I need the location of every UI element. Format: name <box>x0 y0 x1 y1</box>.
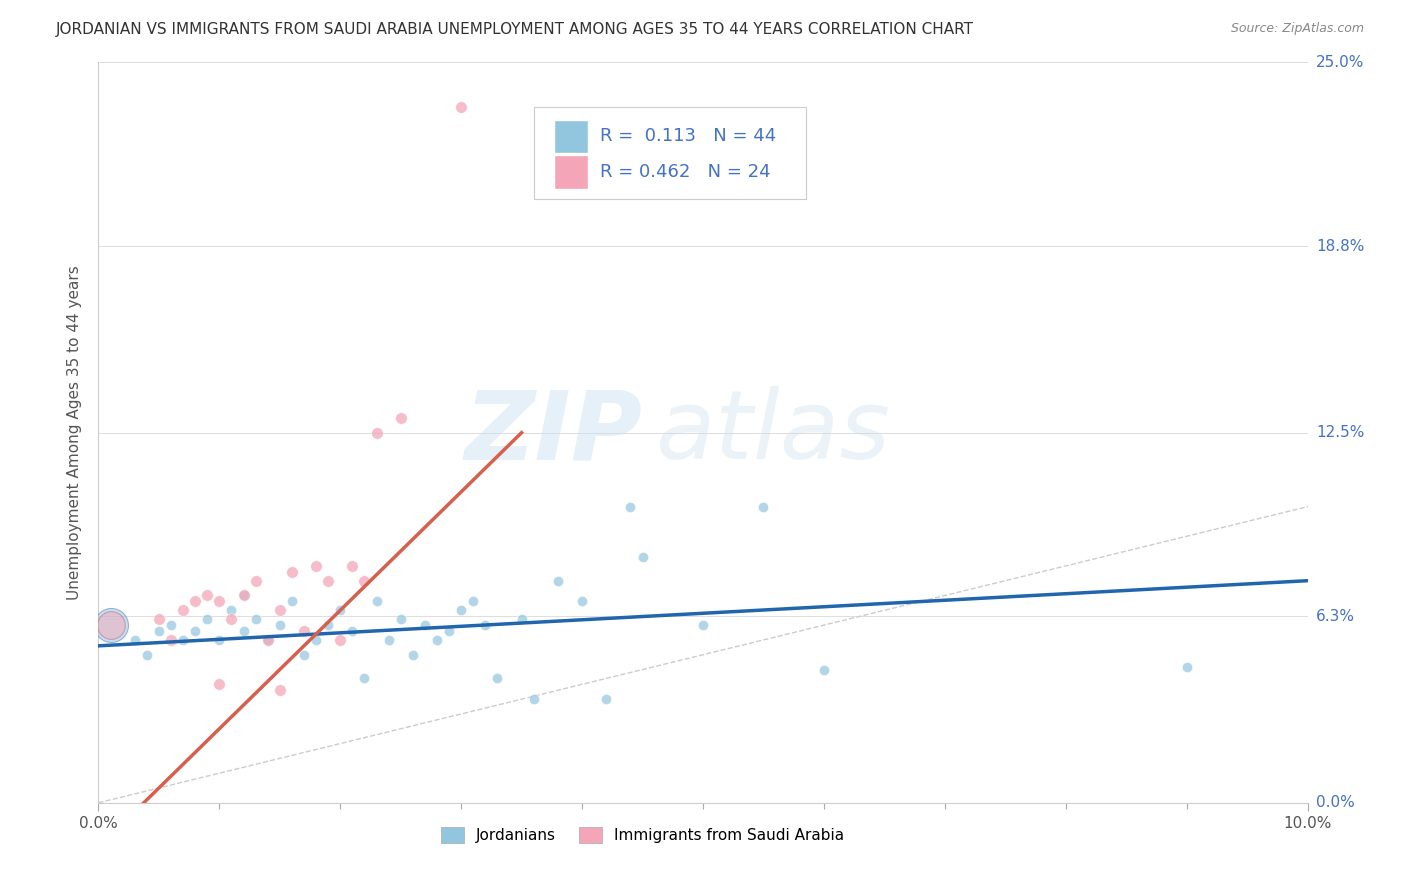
Point <box>221 603 243 617</box>
Point <box>402 648 425 662</box>
Point <box>135 648 157 662</box>
Legend: Jordanians, Immigrants from Saudi Arabia: Jordanians, Immigrants from Saudi Arabia <box>433 820 852 851</box>
Point <box>305 632 328 647</box>
Point <box>208 677 231 691</box>
Point <box>195 612 218 626</box>
Point <box>366 425 388 440</box>
Text: 0.0%: 0.0% <box>1316 796 1354 810</box>
Point <box>148 612 170 626</box>
Text: Source: ZipAtlas.com: Source: ZipAtlas.com <box>1230 22 1364 36</box>
Point <box>631 549 654 564</box>
Point <box>232 624 254 638</box>
Point <box>100 618 122 632</box>
Point <box>342 624 364 638</box>
Point <box>281 594 304 608</box>
Point <box>342 558 364 573</box>
Point <box>305 558 328 573</box>
Point <box>437 624 460 638</box>
Bar <box>554 155 588 189</box>
Text: 18.8%: 18.8% <box>1316 238 1364 253</box>
Text: 6.3%: 6.3% <box>1316 608 1355 624</box>
Point <box>510 612 533 626</box>
Point <box>245 574 267 588</box>
Point <box>389 612 412 626</box>
Text: atlas: atlas <box>655 386 890 479</box>
Point <box>486 672 509 686</box>
Point <box>692 618 714 632</box>
Point <box>245 612 267 626</box>
Point <box>523 692 546 706</box>
Text: JORDANIAN VS IMMIGRANTS FROM SAUDI ARABIA UNEMPLOYMENT AMONG AGES 35 TO 44 YEARS: JORDANIAN VS IMMIGRANTS FROM SAUDI ARABI… <box>56 22 974 37</box>
Y-axis label: Unemployment Among Ages 35 to 44 years: Unemployment Among Ages 35 to 44 years <box>67 265 83 600</box>
Point <box>463 594 485 608</box>
Point <box>389 410 412 425</box>
Point <box>316 618 339 632</box>
Point <box>450 603 472 617</box>
Point <box>1175 659 1198 673</box>
FancyBboxPatch shape <box>534 107 806 200</box>
Point <box>292 624 315 638</box>
Point <box>148 624 170 638</box>
Point <box>100 618 122 632</box>
Point <box>450 100 472 114</box>
Point <box>813 663 835 677</box>
Point <box>292 648 315 662</box>
Point <box>366 594 388 608</box>
Point <box>752 500 775 514</box>
Point <box>124 632 146 647</box>
Text: 12.5%: 12.5% <box>1316 425 1364 440</box>
Point <box>353 672 375 686</box>
Point <box>426 632 449 647</box>
Point <box>269 618 291 632</box>
Point <box>329 603 352 617</box>
Point <box>377 632 399 647</box>
Text: ZIP: ZIP <box>464 386 643 479</box>
Point <box>208 594 231 608</box>
Point <box>619 500 641 514</box>
Text: 25.0%: 25.0% <box>1316 55 1364 70</box>
Point <box>184 624 207 638</box>
Point <box>184 594 207 608</box>
Text: R =  0.113   N = 44: R = 0.113 N = 44 <box>600 128 776 145</box>
Point <box>353 574 375 588</box>
Point <box>281 565 304 579</box>
Point <box>232 589 254 603</box>
Point <box>329 632 352 647</box>
Point <box>571 594 593 608</box>
Point <box>316 574 339 588</box>
Point <box>195 589 218 603</box>
Point <box>413 618 436 632</box>
Point <box>256 632 278 647</box>
Point <box>160 632 183 647</box>
Point <box>221 612 243 626</box>
Point <box>595 692 617 706</box>
Point <box>172 632 194 647</box>
Point <box>172 603 194 617</box>
Point <box>474 618 496 632</box>
Point <box>256 632 278 647</box>
Bar <box>554 120 588 153</box>
Point <box>208 632 231 647</box>
Point <box>547 574 569 588</box>
Point <box>269 603 291 617</box>
Point <box>160 618 183 632</box>
Point <box>269 683 291 698</box>
Point <box>232 589 254 603</box>
Text: R = 0.462   N = 24: R = 0.462 N = 24 <box>600 163 770 181</box>
